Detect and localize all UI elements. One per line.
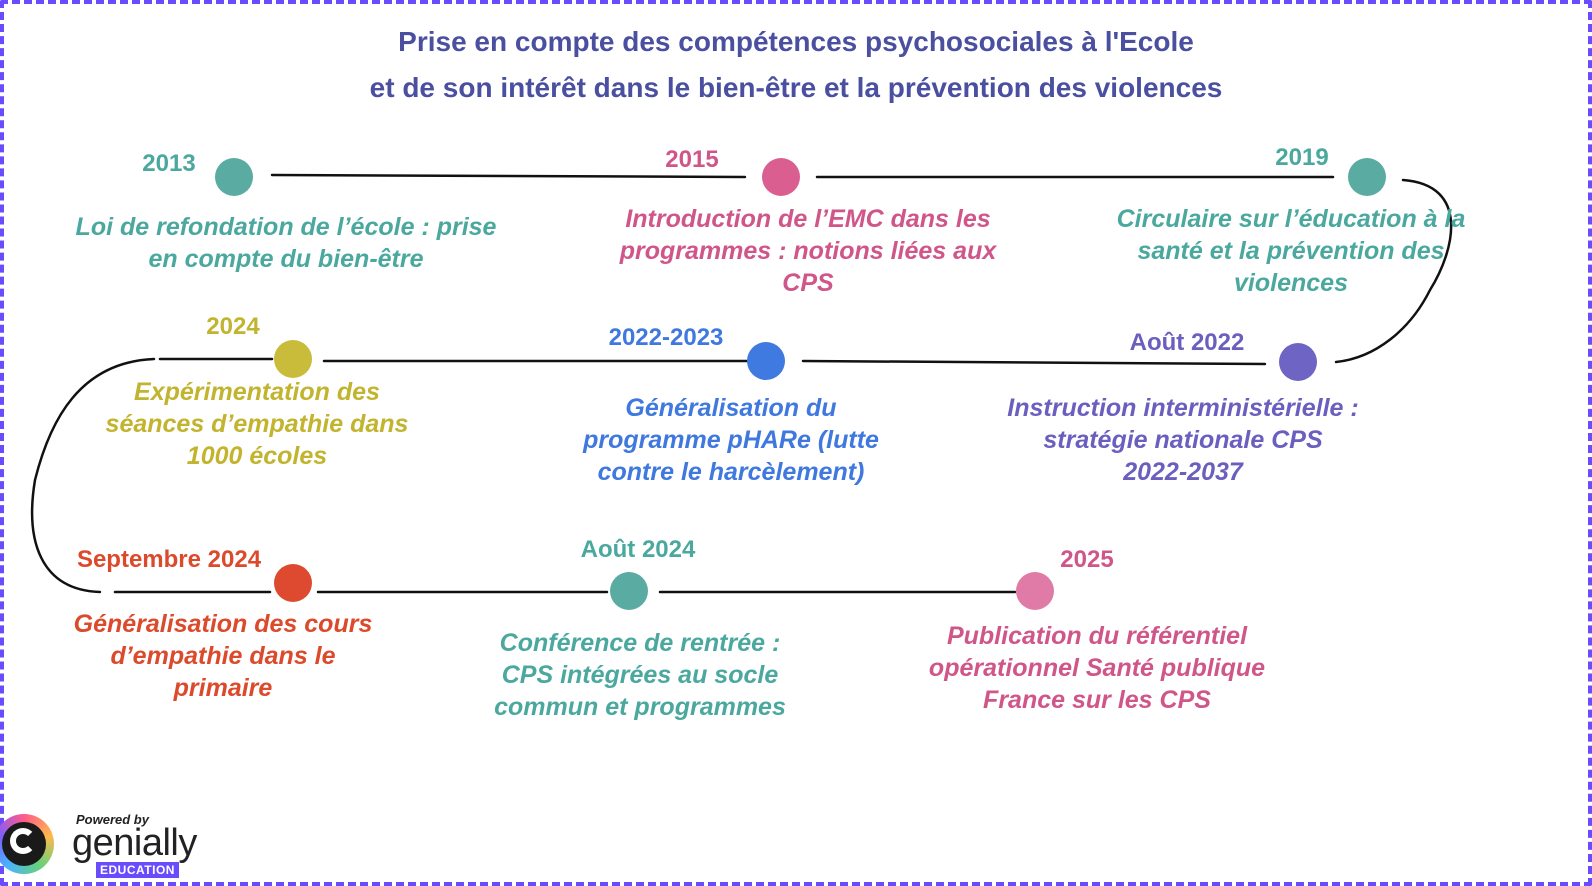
timeline-curve <box>30 357 156 594</box>
event-description: Loi de refondation de l’école : prise en … <box>75 213 497 273</box>
event-year: 2022-2023 <box>608 324 724 351</box>
timeline-segment <box>801 359 1267 366</box>
event-year: 2015 <box>665 146 719 173</box>
brand-name: genially <box>72 822 197 864</box>
page-title: Prise en compte des compétences psychoso… <box>398 26 1194 57</box>
event-year: Septembre 2024 <box>76 546 262 573</box>
timeline-curve <box>1334 178 1453 364</box>
event-description: Généralisation du programme pHARe (lutte c… <box>583 394 879 486</box>
event-description: Circulaire sur l’éducation à la santé et … <box>1116 205 1466 297</box>
genially-badge[interactable]: Powered by genially EDUCATION <box>0 806 210 880</box>
timeline-segment <box>270 173 747 179</box>
event-year: 2024 <box>206 313 260 340</box>
event-description: Généralisation des cours d’empathie dans … <box>73 610 373 702</box>
timeline-dot <box>274 564 312 602</box>
powered-by-label: Powered by <box>76 812 149 827</box>
timeline-dot <box>1016 572 1054 610</box>
event-year: Août 2024 <box>580 536 696 563</box>
event-description: Publication du référentiel opérationnel S… <box>928 622 1266 714</box>
event-year: 2013 <box>142 150 196 177</box>
logo-letter-icon <box>10 828 36 854</box>
event-year: 2019 <box>1275 144 1329 171</box>
event-description: Instruction interministérielle : stratégi… <box>1007 394 1359 486</box>
education-tag: EDUCATION <box>96 862 179 878</box>
event-description: Expérimentation des séances d’empathie da… <box>105 378 409 470</box>
timeline-dot <box>762 158 800 196</box>
timeline-dot <box>1348 158 1386 196</box>
timeline-dot <box>1279 343 1317 381</box>
timeline-dot <box>610 572 648 610</box>
event-year: 2025 <box>1060 546 1114 573</box>
event-year: Août 2022 <box>1129 329 1245 356</box>
event-description: Conférence de rentrée : CPS intégrées au … <box>494 629 786 721</box>
event-description: Introduction de l’EMC dans les programmes… <box>619 205 997 297</box>
timeline-dot <box>274 340 312 378</box>
timeline-dot <box>215 158 253 196</box>
page-subtitle: et de son intérêt dans le bien-être et l… <box>369 72 1223 103</box>
timeline-dot <box>747 342 785 380</box>
